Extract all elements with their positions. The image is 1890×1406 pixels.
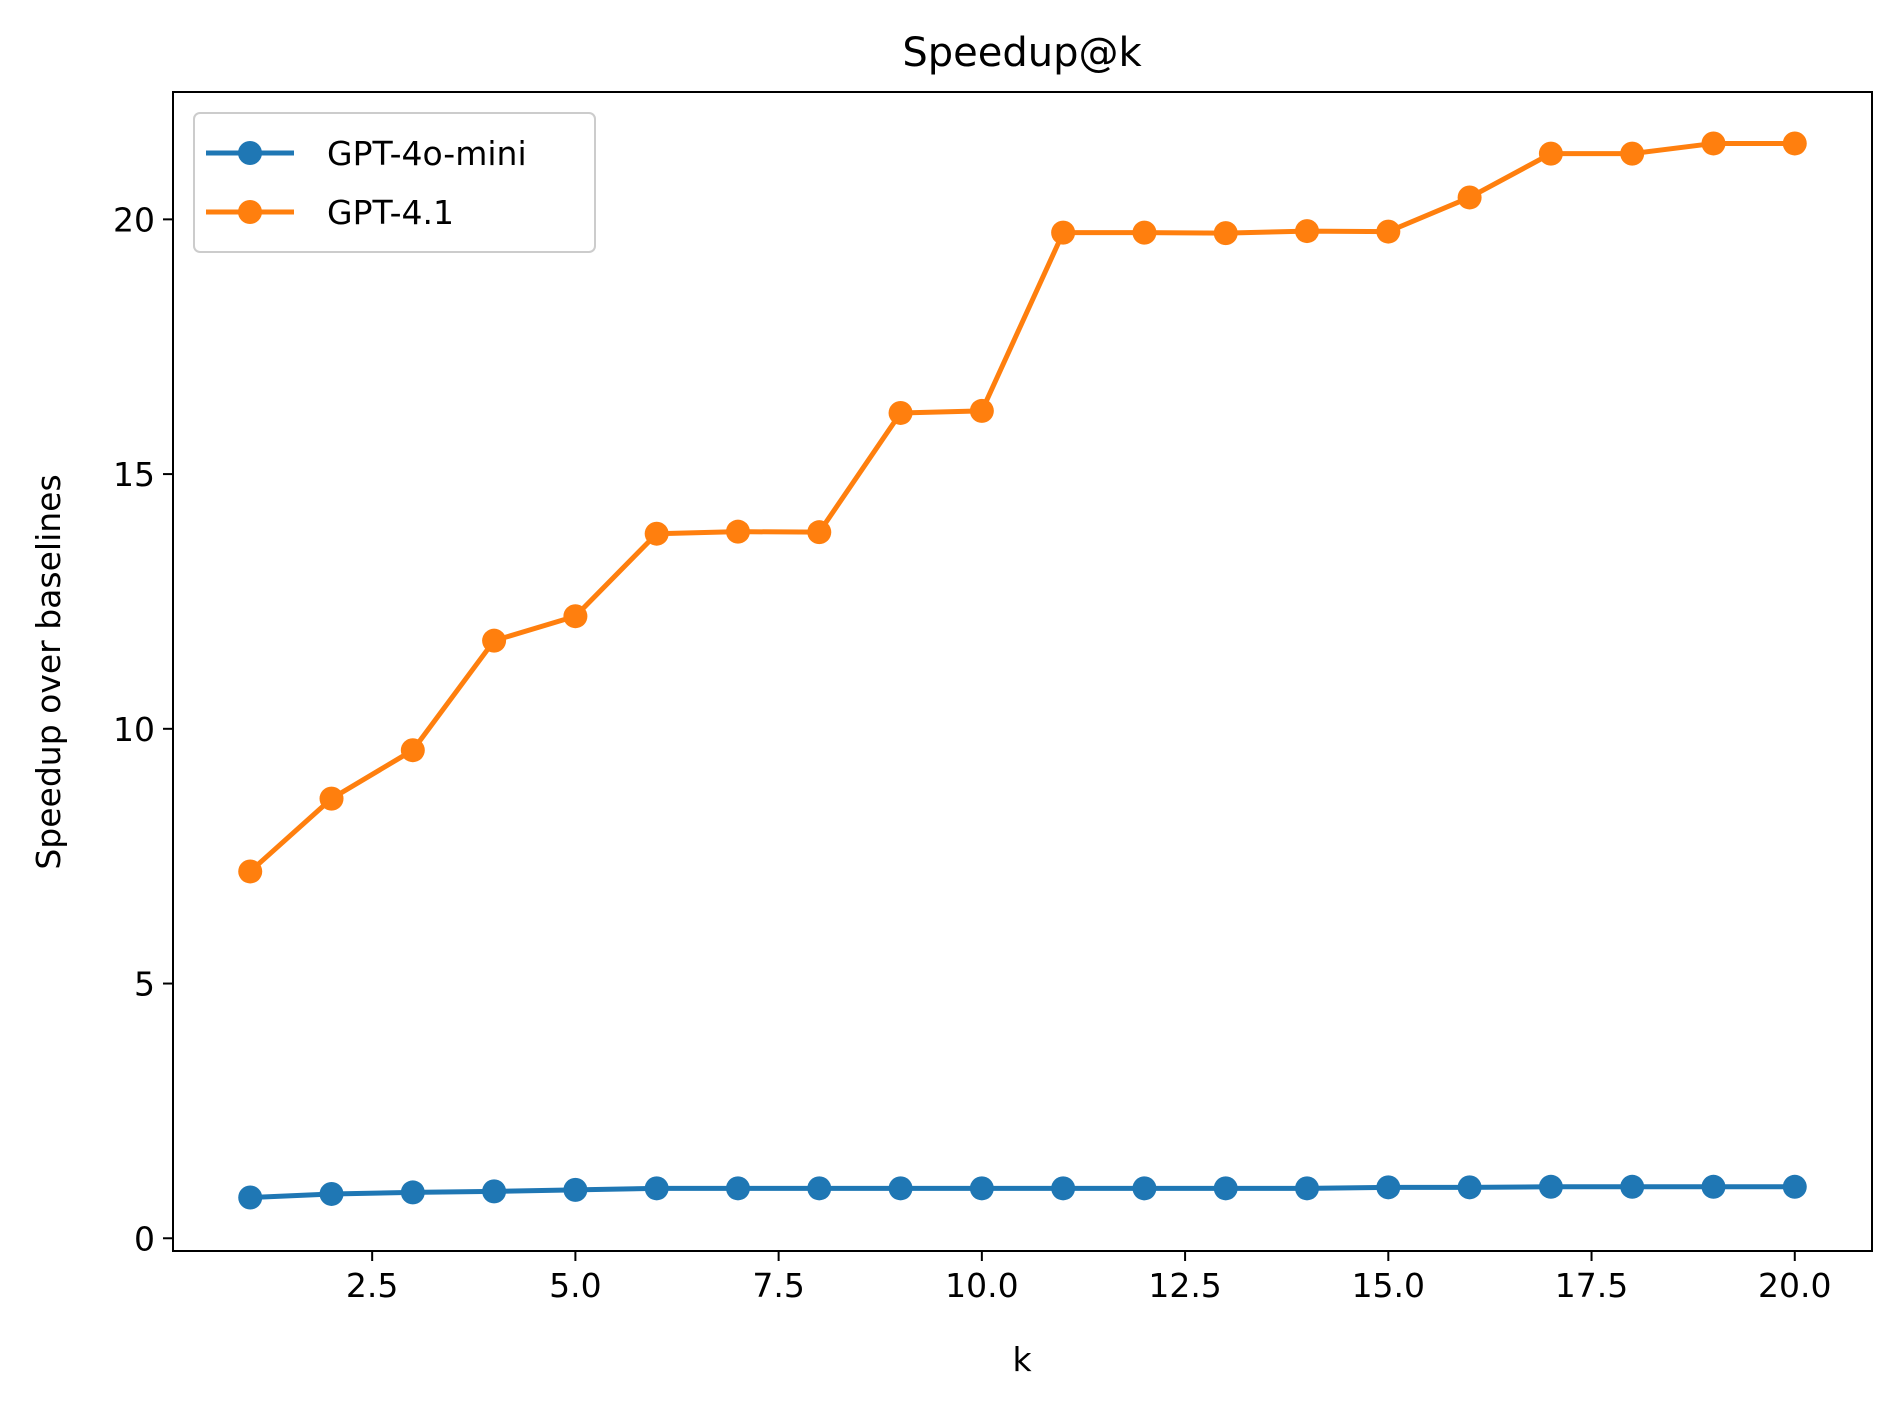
data-point <box>1457 185 1482 210</box>
data-point <box>725 1176 750 1201</box>
data-point <box>1620 1174 1645 1199</box>
data-point <box>563 1177 588 1202</box>
data-point <box>1213 1176 1238 1201</box>
data-point <box>482 1179 507 1204</box>
data-point <box>644 521 669 546</box>
data-point <box>238 859 263 884</box>
x-tick-label: 12.5 <box>1148 1266 1221 1305</box>
data-point <box>1295 1176 1320 1201</box>
data-point <box>807 520 832 545</box>
data-series <box>238 131 1807 1210</box>
data-point <box>1538 141 1563 166</box>
data-point <box>1620 141 1645 166</box>
data-point <box>1213 221 1238 246</box>
data-point <box>888 400 913 425</box>
x-tick-label: 20.0 <box>1758 1266 1831 1305</box>
x-tick-label: 10.0 <box>945 1266 1018 1305</box>
y-tick-label: 10 <box>113 710 155 749</box>
data-point <box>238 1185 263 1210</box>
plot-area-frame <box>172 91 1873 1252</box>
data-point <box>725 519 750 544</box>
data-point <box>1051 1176 1076 1201</box>
data-point <box>563 604 588 629</box>
legend: GPT-4o-mini GPT-4.1 <box>193 112 596 253</box>
data-point <box>807 1176 832 1201</box>
x-tick-label: 7.5 <box>752 1266 804 1305</box>
data-point <box>1376 219 1401 244</box>
data-point <box>319 1181 344 1206</box>
data-point <box>1376 1175 1401 1200</box>
y-axis-title: Speedup over baselines <box>29 474 68 869</box>
x-tick-label: 5.0 <box>549 1266 601 1305</box>
data-point <box>1457 1175 1482 1200</box>
y-tick-label: 20 <box>113 200 155 239</box>
x-tick-label: 17.5 <box>1555 1266 1628 1305</box>
data-point <box>319 786 344 811</box>
legend-swatch-marker <box>238 200 262 224</box>
x-tick-label: 2.5 <box>346 1266 398 1305</box>
y-tick-label: 5 <box>134 965 155 1004</box>
legend-label: GPT-4.1 <box>327 193 454 232</box>
data-point <box>644 1176 669 1201</box>
series-gpt-4o-mini <box>238 1174 1807 1210</box>
series-line <box>247 1184 1798 1201</box>
series-gpt-4-1 <box>238 131 1807 884</box>
y-tick-label: 15 <box>113 455 155 494</box>
data-point <box>1295 219 1320 244</box>
data-point <box>1132 1176 1157 1201</box>
data-point <box>400 738 425 763</box>
data-point <box>1132 220 1157 245</box>
x-tick-label: 15.0 <box>1352 1266 1425 1305</box>
legend-label: GPT-4o-mini <box>327 134 527 173</box>
legend-frame <box>193 112 596 253</box>
series-line <box>247 140 1798 874</box>
y-tick-label: 0 <box>134 1219 155 1258</box>
data-point <box>1782 131 1807 156</box>
data-point <box>1051 220 1076 245</box>
x-axis-title: k <box>1012 1340 1032 1379</box>
data-point <box>969 398 994 423</box>
data-point <box>400 1180 425 1205</box>
data-point <box>888 1176 913 1201</box>
data-point <box>1782 1174 1807 1199</box>
data-point <box>1701 1174 1726 1199</box>
axis-ticks: 2.5 5.0 7.5 10.0 12.5 15.0 17.5 20.0 0 5 10 15 20 <box>113 200 1832 1305</box>
data-point <box>1701 131 1726 156</box>
legend-swatch-marker <box>238 141 262 165</box>
data-point <box>1538 1174 1563 1199</box>
data-point <box>482 628 507 653</box>
chart-title: Speedup@k <box>902 30 1142 76</box>
data-point <box>969 1176 994 1201</box>
